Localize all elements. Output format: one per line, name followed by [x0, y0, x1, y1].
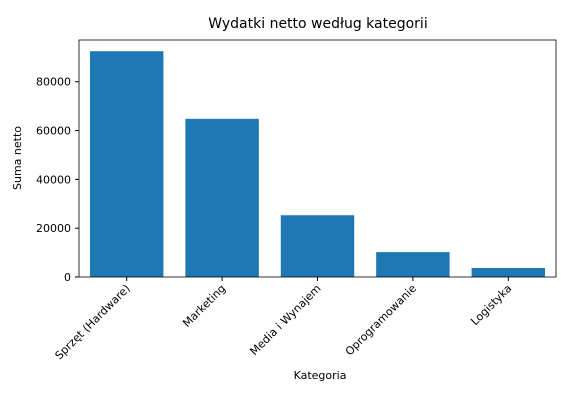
- bar: [376, 252, 450, 277]
- y-tick-label: 0: [64, 271, 71, 284]
- x-tick-label: Marketing: [180, 282, 228, 330]
- y-tick-label: 60000: [36, 125, 71, 138]
- x-tick-label: Oprogramowanie: [343, 282, 419, 358]
- bar: [89, 51, 164, 277]
- y-tick-label: 40000: [36, 173, 71, 186]
- y-tick-label: 80000: [36, 76, 71, 89]
- x-tick-label: Logistyka: [468, 282, 514, 328]
- bar: [471, 267, 546, 277]
- x-tick-label: Media i Wynajem: [248, 282, 324, 358]
- plot-frame: [78, 39, 557, 278]
- y-tick-label: 20000: [36, 222, 71, 235]
- bar: [185, 118, 259, 277]
- x-tick-label: Sprzęt (Hardware): [53, 282, 133, 362]
- x-axis-label: Kategoria: [294, 369, 347, 382]
- bar: [280, 215, 355, 277]
- chart-title: Wydatki netto według kategorii: [208, 16, 427, 32]
- y-axis-label: Suma netto: [11, 126, 24, 190]
